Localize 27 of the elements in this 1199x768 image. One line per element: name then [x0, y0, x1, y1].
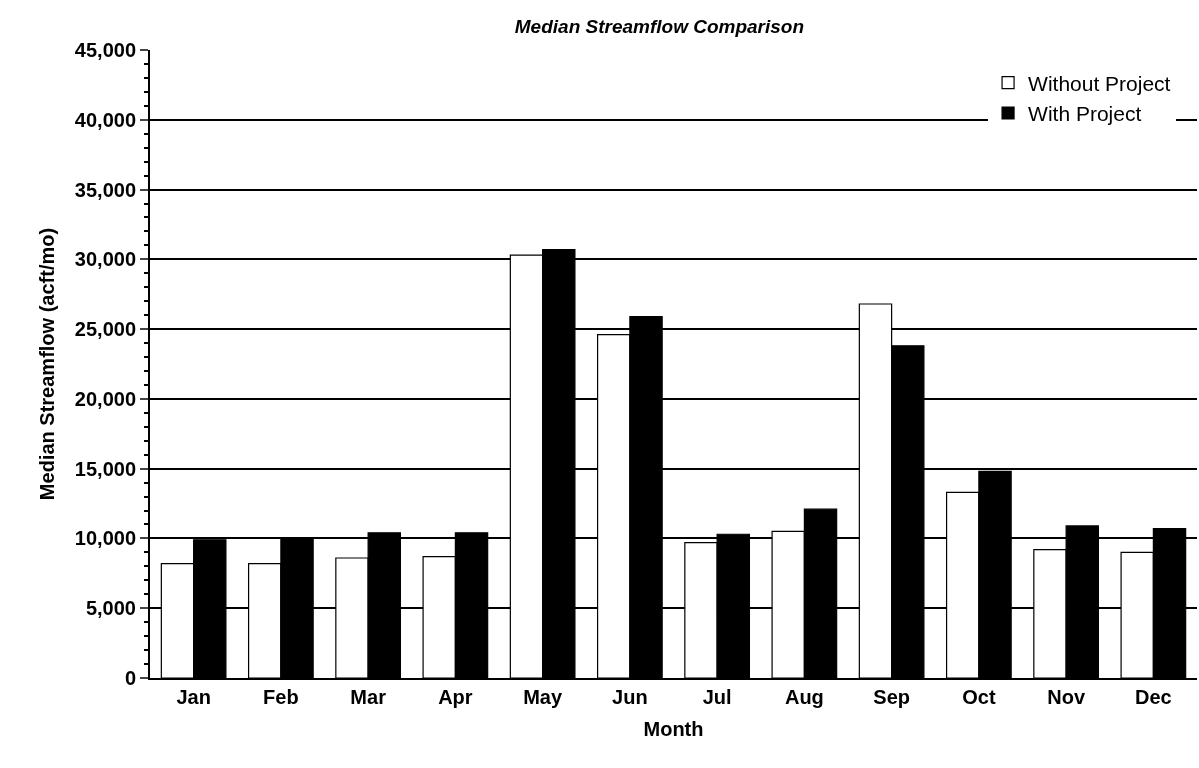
y-tick-label: 40,000 — [74, 108, 136, 131]
y-tick-label: 35,000 — [74, 178, 136, 201]
x-tick-label: Nov — [1047, 686, 1086, 708]
x-tick-label: Feb — [263, 686, 299, 708]
legend-label: With Project — [1028, 102, 1142, 126]
x-tick-label: Oct — [962, 686, 996, 708]
x-tick-label: Jul — [702, 686, 732, 708]
x-tick-label: Jan — [176, 686, 211, 708]
y-axis-title: Median Streamflow (acft/mo) — [35, 227, 58, 501]
legend-label: Without Project — [1028, 71, 1171, 95]
y-tick-label: 20,000 — [74, 387, 136, 410]
y-tick-label: 30,000 — [74, 248, 136, 271]
x-tick-label: Sep — [873, 686, 910, 708]
y-tick-label: 25,000 — [74, 318, 136, 341]
x-tick-label: May — [523, 686, 563, 708]
y-tick-label: 10,000 — [74, 527, 136, 550]
x-tick-label: Dec — [1135, 686, 1172, 708]
x-axis-title: Month — [643, 718, 704, 740]
x-tick-label: Mar — [350, 686, 387, 708]
x-tick-label: Aug — [784, 686, 824, 708]
x-tick-label: Jun — [612, 686, 648, 708]
y-tick-label: 5,000 — [85, 597, 136, 620]
y-tick-label: 45,000 — [74, 39, 136, 61]
x-tick-label: Apr — [438, 686, 473, 708]
y-tick-label: 0 — [124, 667, 136, 689]
y-tick-label: 15,000 — [74, 457, 136, 480]
chart-title: Median Streamflow Comparison — [514, 15, 805, 37]
